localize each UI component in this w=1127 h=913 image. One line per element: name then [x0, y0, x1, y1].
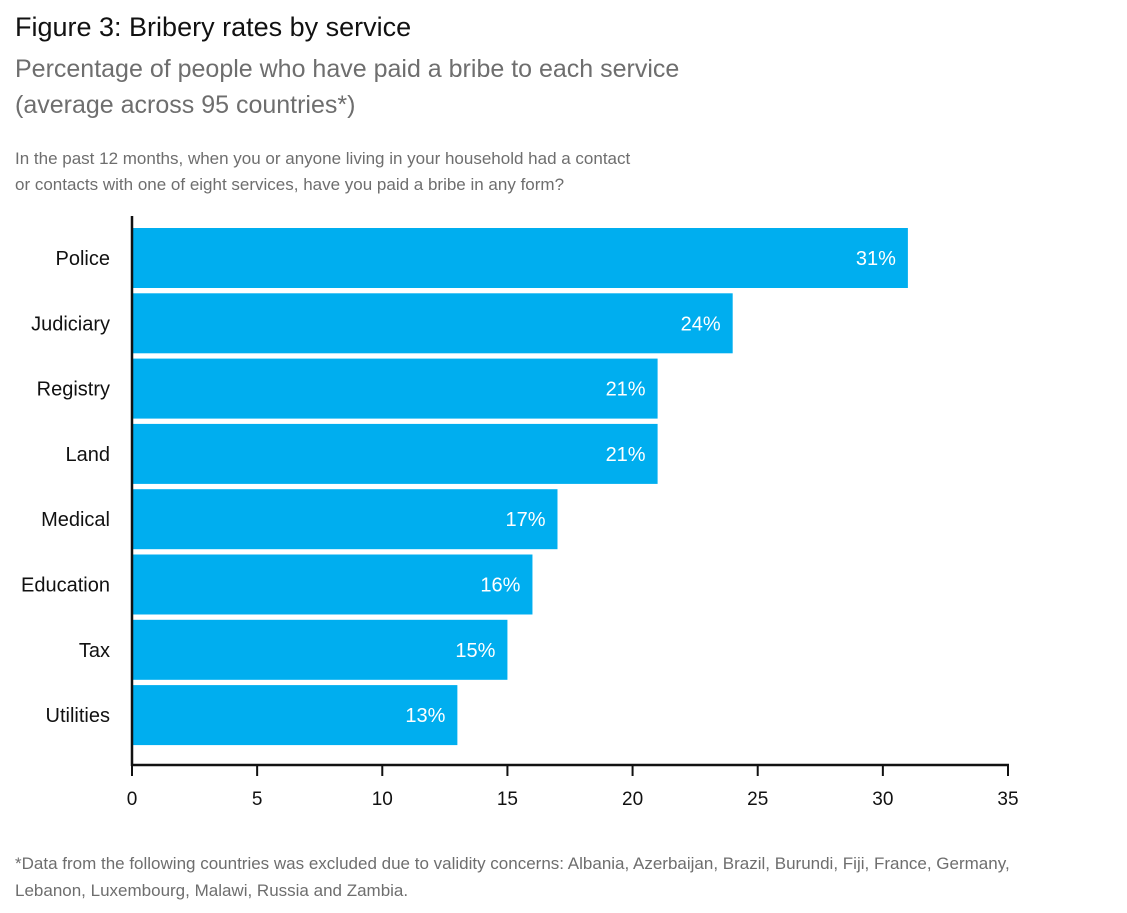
footnote: *Data from the following countries was e…	[15, 850, 1010, 904]
bar-registry	[132, 358, 658, 419]
bar-utilities	[132, 685, 458, 746]
x-tick-label-25: 25	[747, 789, 768, 810]
x-tick-label-20: 20	[622, 789, 643, 810]
chart-title: Figure 3: Bribery rates by service	[15, 12, 412, 42]
data-label-land: 21%	[606, 444, 646, 466]
x-tick-label-10: 10	[372, 789, 393, 810]
x-tick-label-5: 5	[252, 789, 263, 810]
category-label-police: Police	[56, 248, 110, 270]
x-tick-label-35: 35	[997, 789, 1018, 810]
category-label-education: Education	[21, 575, 110, 597]
bar-education	[132, 554, 533, 615]
question-line-2: or contacts with one of eight services, …	[15, 175, 565, 194]
chart-subtitle: Percentage of people who have paid a bri…	[15, 51, 679, 123]
x-tick-label-15: 15	[497, 789, 518, 810]
data-label-utilities: 13%	[405, 705, 445, 727]
subtitle-line-1: Percentage of people who have paid a bri…	[15, 55, 680, 83]
x-tick-label-0: 0	[127, 789, 138, 810]
data-label-judiciary: 24%	[681, 313, 721, 335]
bar-land	[132, 423, 658, 484]
category-label-land: Land	[66, 444, 111, 466]
data-label-education: 16%	[480, 575, 520, 597]
data-label-police: 31%	[856, 248, 896, 270]
category-label-tax: Tax	[79, 640, 110, 662]
survey-question: In the past 12 months, when you or anyon…	[15, 146, 630, 198]
bar-tax	[132, 619, 508, 680]
bar-judiciary	[132, 293, 733, 354]
category-label-utilities: Utilities	[46, 705, 110, 727]
subtitle-line-2: (average across 95 countries*)	[15, 91, 356, 119]
data-label-medical: 17%	[505, 509, 545, 531]
data-label-tax: 15%	[455, 640, 495, 662]
data-label-registry: 21%	[606, 379, 646, 401]
question-line-1: In the past 12 months, when you or anyon…	[15, 149, 631, 168]
footnote-line-1: *Data from the following countries was e…	[15, 854, 1010, 873]
category-label-registry: Registry	[37, 379, 110, 401]
bar-police	[132, 228, 908, 288]
bar-medical	[132, 489, 558, 550]
footnote-line-2: Lebanon, Luxembourg, Malawi, Russia and …	[15, 881, 409, 900]
x-tick-label-30: 30	[872, 789, 893, 810]
category-label-medical: Medical	[41, 509, 110, 531]
category-label-judiciary: Judiciary	[31, 313, 110, 335]
